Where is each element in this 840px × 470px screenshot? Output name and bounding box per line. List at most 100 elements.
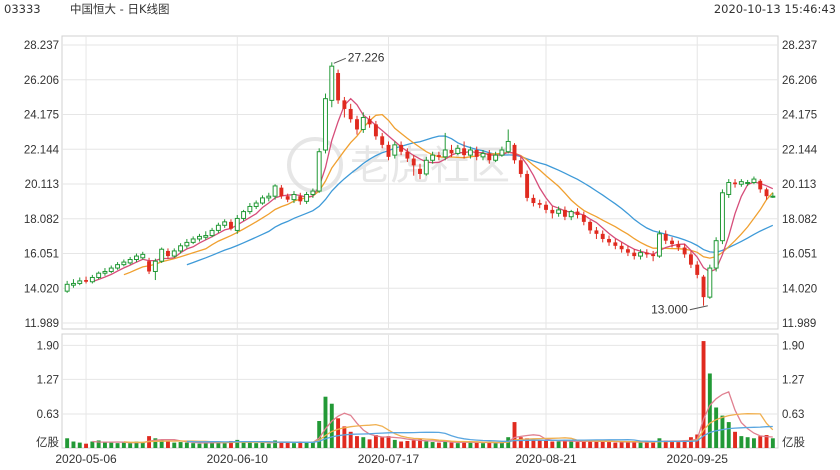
candle-body-up <box>190 238 196 243</box>
volume-tick-label-right: 1.90 <box>782 340 804 352</box>
volume-bar-up <box>392 439 397 448</box>
volume-bar-down <box>449 442 454 448</box>
volume-bar-up <box>260 442 265 448</box>
volume-bar-up <box>90 441 95 448</box>
candle-body-up <box>260 197 265 204</box>
candle-body-up <box>726 182 732 195</box>
price-tick-label-left: 20.113 <box>25 179 59 191</box>
candle-body-down <box>613 242 618 246</box>
candle-body-up <box>745 182 751 185</box>
candle-body-up <box>178 245 184 252</box>
price-tick-label-left: 24.175 <box>24 110 59 122</box>
volume-bar-up <box>455 443 460 448</box>
candle-body-up <box>115 264 121 269</box>
candle-body-up <box>96 272 102 278</box>
moving-averages <box>92 97 774 283</box>
ma5-line <box>92 97 774 283</box>
candle-body-down <box>512 144 517 161</box>
candle-body-up <box>423 159 429 175</box>
date-tick-label: 2020-06-10 <box>207 452 269 466</box>
ma10-line <box>123 113 774 276</box>
candle-body-up <box>184 241 190 247</box>
price-tick-label-left: 14.020 <box>24 283 59 295</box>
volume-bar-up <box>430 442 435 448</box>
candle-body-down <box>607 238 611 243</box>
candle-body-down <box>625 249 630 253</box>
candle-body-down <box>701 276 706 298</box>
low-price-label: 13.000 <box>651 303 688 317</box>
volume-bar-up <box>424 441 429 448</box>
candle-body-down <box>670 240 674 245</box>
price-tick-label-right: 20.113 <box>782 179 816 191</box>
volume-bar-down <box>613 442 618 448</box>
candle-body-up <box>493 154 499 161</box>
volume-bar-down <box>355 436 359 448</box>
stock-code: 03333 <box>4 2 41 16</box>
date-tick-label: 2020-08-21 <box>515 452 577 466</box>
date-tick-label: 2020-07-17 <box>358 452 420 466</box>
volume-bar-down <box>229 440 233 448</box>
candle-body-up <box>656 233 662 257</box>
candle-body-up <box>568 211 574 218</box>
candle-body-up <box>707 267 713 298</box>
candle-body-up <box>159 248 165 262</box>
candle-body-up <box>247 205 253 213</box>
candle-body-up <box>310 190 316 195</box>
candle-body-down <box>380 136 385 145</box>
volume-bar-up <box>254 443 259 448</box>
volume-bar-down <box>607 442 611 448</box>
volume-bar-up <box>134 441 139 448</box>
volume-bar-down <box>619 442 624 448</box>
volume-bar-down <box>544 440 548 448</box>
candle-body-up <box>499 149 505 156</box>
volume-bar-up <box>178 442 183 448</box>
candle-body-up <box>102 270 108 274</box>
volume-bar-up <box>184 442 189 448</box>
volume-bar-down <box>600 441 605 448</box>
grid <box>61 35 779 449</box>
candle-body-up <box>430 154 436 161</box>
volume-bar-up <box>197 443 202 448</box>
volume-bar-down <box>518 437 523 448</box>
candle-body-down <box>619 245 624 250</box>
volume-bar-up <box>121 442 126 448</box>
volume-bar-up <box>556 441 561 448</box>
candle-body-down <box>285 196 290 200</box>
candle-body-down <box>348 108 353 120</box>
candle-body-up <box>480 152 486 158</box>
price-panel-frame <box>61 35 779 330</box>
candle-body-up <box>316 151 322 192</box>
volume-bar-down <box>462 441 467 448</box>
volume-bar-down <box>537 440 542 448</box>
candle-body-down <box>733 182 737 185</box>
candle-body-down <box>487 153 492 161</box>
date-tick-label: 2020-09-25 <box>667 452 729 466</box>
axes: 28.237 28.237 26.206 26.206 24.175 24.175 22.1… <box>24 40 818 466</box>
volume-bar-down <box>279 441 284 448</box>
candle-body-up <box>152 260 158 272</box>
candle-body-up <box>329 65 335 101</box>
high-price-label: 27.226 <box>348 50 385 64</box>
volume-bar-up <box>140 442 145 448</box>
volume-bar-up <box>323 396 328 448</box>
price-tick-label-right: 26.206 <box>782 75 817 87</box>
volume-bar-down <box>380 437 385 448</box>
volume-bar-up <box>103 442 107 448</box>
volume-ma5-line <box>92 391 773 444</box>
candle-body-up <box>467 149 473 156</box>
volume-bar-up <box>569 441 574 448</box>
volume-bar-up <box>720 415 725 448</box>
volume-tick-label-left: 1.90 <box>37 340 59 352</box>
volume-bar-down <box>348 431 353 448</box>
candle-body-down <box>581 215 586 222</box>
candle-body-up <box>241 211 247 219</box>
volume-bar-up <box>714 407 719 448</box>
candle-body-down <box>531 197 536 204</box>
volume-bar-down <box>525 438 530 448</box>
volume-ma20-line <box>186 425 773 443</box>
volume-bar-down <box>418 439 422 448</box>
volume-bar-down <box>562 439 567 448</box>
candle-body-down <box>695 264 700 275</box>
volume-bar-up <box>481 443 485 448</box>
